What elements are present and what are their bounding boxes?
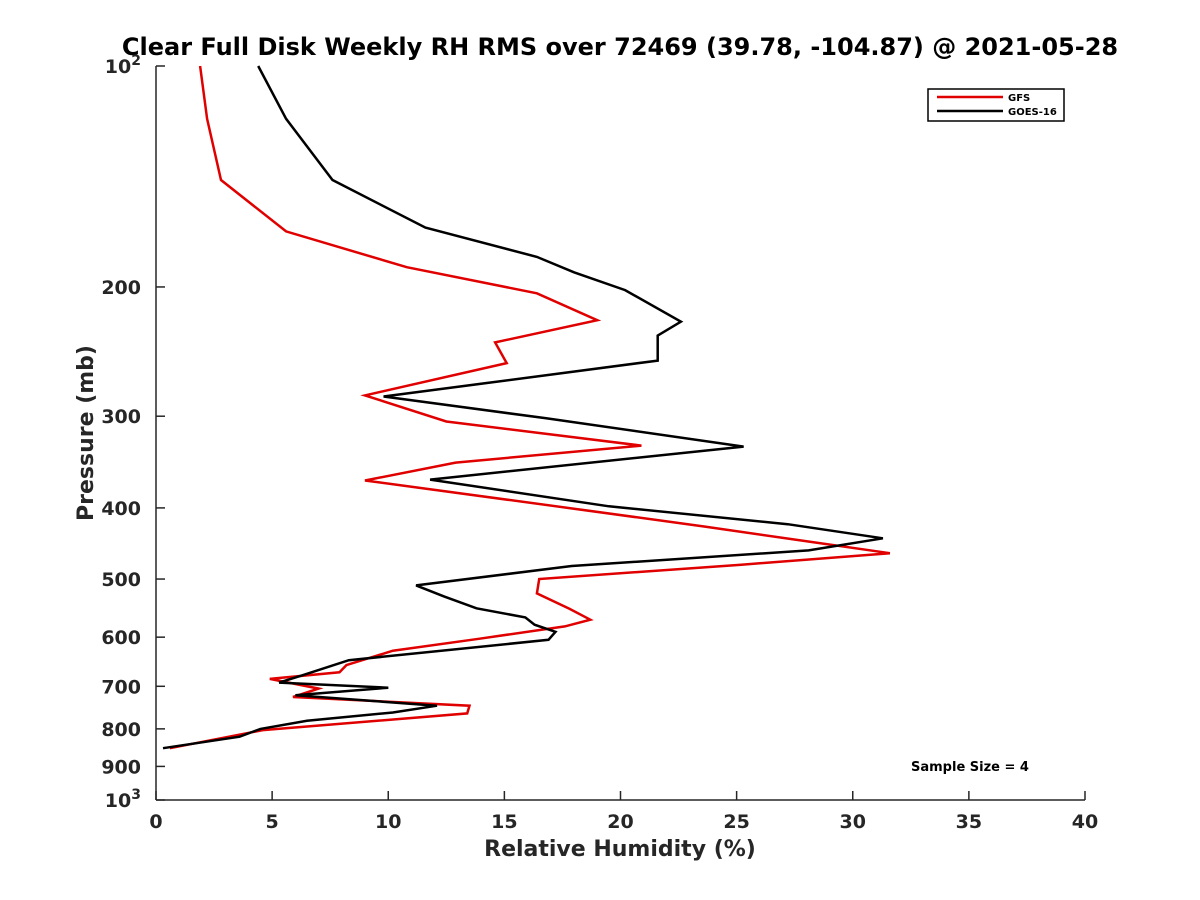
series-line-goes-16 (162, 65, 884, 750)
x-tick-label: 20 (607, 811, 633, 833)
x-tick-label: 0 (149, 811, 162, 833)
legend-entry-gfs: GFS (1008, 93, 1030, 104)
y-tick-label: 103 (105, 787, 141, 812)
x-tick-label: 30 (840, 811, 866, 833)
y-axis-label: Pressure (mb) (74, 345, 99, 521)
x-tick-label: 25 (723, 811, 749, 833)
plot-area: 0 5 10 15 20 25 30 35 40 102 200 300 400 500 600 700 800… (101, 53, 1098, 833)
chart-title: Clear Full Disk Weekly RH RMS over 72469… (122, 33, 1118, 61)
legend-box (927, 88, 1065, 122)
series-line-gfs (169, 65, 891, 750)
y-tick-label: 102 (105, 53, 141, 78)
y-tick-label: 800 (101, 719, 141, 741)
x-tick-label: 5 (266, 811, 279, 833)
x-tick-label: 35 (956, 811, 982, 833)
y-tick-label: 700 (101, 676, 141, 698)
y-tick-label: 200 (101, 277, 141, 299)
x-tick-label: 40 (1072, 811, 1098, 833)
y-tick-label: 300 (101, 406, 141, 428)
sample-size-annotation: Sample Size = 4 (911, 760, 1029, 775)
y-tick-label: 400 (101, 498, 141, 520)
legend: GFS GOES-16 (927, 88, 1065, 122)
y-tick-label: 500 (101, 569, 141, 591)
y-tick-label: 600 (101, 627, 141, 649)
y-tick-label: 900 (101, 756, 141, 778)
legend-entry-goes-16: GOES-16 (1008, 107, 1057, 118)
x-tick-label: 10 (375, 811, 401, 833)
x-tick-label: 15 (491, 811, 517, 833)
x-axis-label: Relative Humidity (%) (484, 837, 756, 862)
